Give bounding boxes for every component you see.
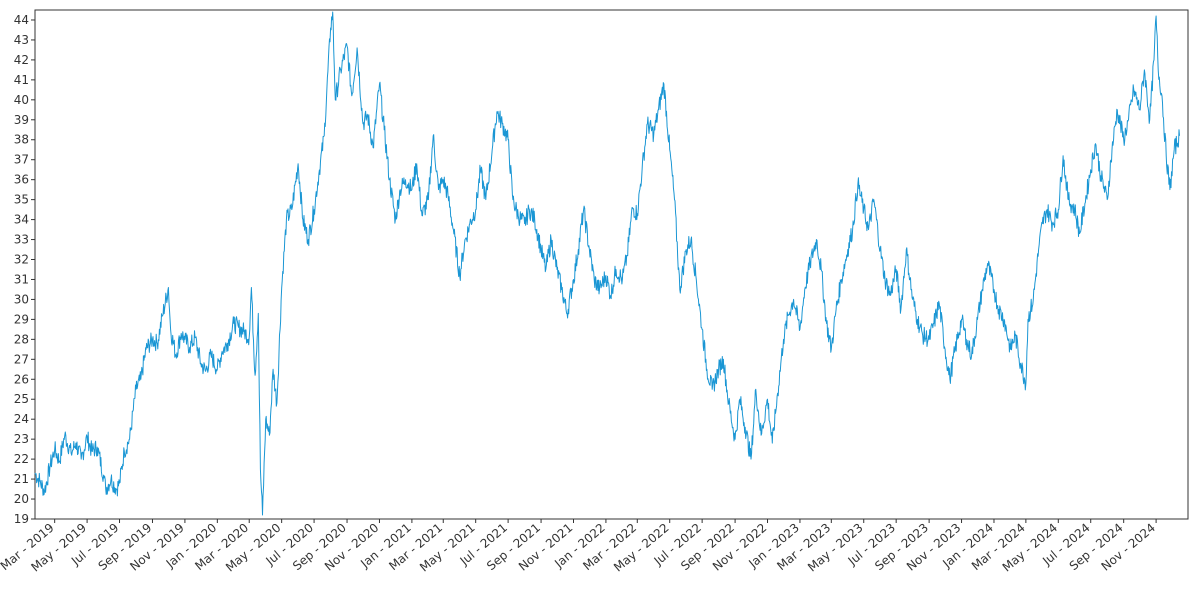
y-tick-label: 31 xyxy=(14,272,29,286)
y-tick-label: 35 xyxy=(14,193,29,207)
y-tick-label: 37 xyxy=(14,153,29,167)
price-series-line xyxy=(34,11,1180,516)
y-tick-label: 23 xyxy=(14,432,29,446)
y-tick-label: 32 xyxy=(14,253,29,267)
plot-area xyxy=(34,9,1189,520)
y-tick-label: 39 xyxy=(14,113,29,127)
y-tick-label: 21 xyxy=(14,472,29,486)
y-tick-label: 34 xyxy=(14,213,29,227)
y-tick-label: 20 xyxy=(14,492,29,506)
y-tick-label: 42 xyxy=(14,53,29,67)
y-tick-label: 19 xyxy=(14,512,29,526)
y-tick-label: 29 xyxy=(14,312,29,326)
y-tick-label: 30 xyxy=(14,292,29,306)
y-tick-label: 22 xyxy=(14,452,29,466)
y-tick-label: 25 xyxy=(14,392,29,406)
y-tick-label: 36 xyxy=(14,173,29,187)
y-tick-label: 40 xyxy=(14,93,29,107)
y-tick-label: 27 xyxy=(14,352,29,366)
y-tick-label: 24 xyxy=(14,412,29,426)
y-tick-label: 26 xyxy=(14,372,29,386)
y-axis: 19 20 21 22 23 24 25 26 27 28 29 30 31 32 33 34 35 36 37 38… xyxy=(14,13,35,526)
y-tick-label: 41 xyxy=(14,73,29,87)
y-tick-label: 33 xyxy=(14,233,29,247)
y-tick-label: 28 xyxy=(14,332,29,346)
y-tick-label: 44 xyxy=(14,13,29,27)
y-tick-label: 38 xyxy=(14,133,29,147)
y-tick-label: 43 xyxy=(14,33,29,47)
